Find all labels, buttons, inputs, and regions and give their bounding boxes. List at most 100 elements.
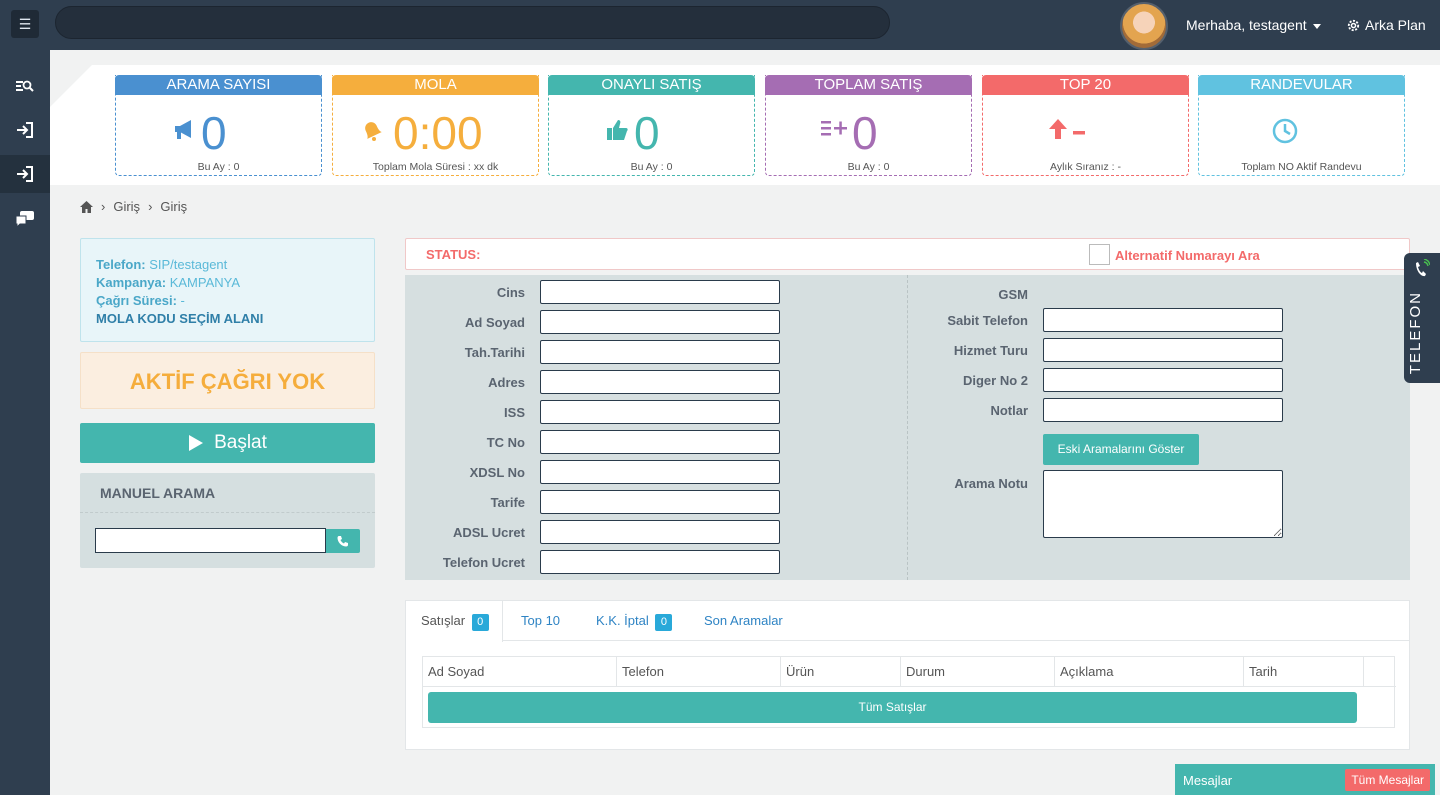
form-input[interactable] xyxy=(540,520,780,544)
column-header[interactable]: Açıklama xyxy=(1055,657,1244,686)
thumbs-up-icon xyxy=(607,120,628,140)
phone-value: SIP/testagent xyxy=(149,257,228,272)
field-label: XDSL No xyxy=(469,465,525,480)
sidebar-item-chat[interactable] xyxy=(0,199,50,237)
play-icon xyxy=(189,435,204,451)
form-input[interactable] xyxy=(540,400,780,424)
alt-number-checkbox[interactable] xyxy=(1089,244,1110,265)
search-bar[interactable] xyxy=(55,6,890,39)
call-duration-label: Çağrı Süresi: xyxy=(96,293,177,308)
show-old-calls-button[interactable]: Eski Aramalarını Göster xyxy=(1043,434,1199,465)
sidebar xyxy=(0,50,50,795)
form-row: Tah.Tarihi xyxy=(465,340,780,364)
break-code-selector[interactable]: MOLA KODU SEÇİM ALANI xyxy=(96,311,264,326)
stat-card-top20: TOP 20 Aylık Sıranız : - xyxy=(982,75,1189,176)
phone-signal-icon xyxy=(1416,259,1430,277)
form-input[interactable] xyxy=(540,280,780,304)
all-sales-button[interactable]: Tüm Satışlar xyxy=(428,692,1357,723)
messages-bar[interactable]: Mesajlar Tüm Mesajlar xyxy=(1175,764,1435,795)
form-input[interactable] xyxy=(540,430,780,454)
sign-in-icon xyxy=(17,166,33,182)
all-messages-button[interactable]: Tüm Mesajlar xyxy=(1345,769,1430,791)
column-header[interactable]: Ad Soyad xyxy=(423,657,617,686)
field-label: Tarife xyxy=(490,495,525,510)
form-row: Tarife xyxy=(491,490,780,514)
form-input[interactable] xyxy=(1043,338,1283,362)
corner-fold xyxy=(50,65,92,107)
form-input[interactable] xyxy=(1043,308,1283,332)
stat-value: 0 xyxy=(201,107,227,159)
top-bar: ☰ Merhaba, testagent Arka Plan xyxy=(0,0,1440,50)
field-label: ISS xyxy=(504,405,525,420)
field-label: Tah.Tarihi xyxy=(464,345,525,360)
column-header[interactable]: Tarih xyxy=(1244,657,1364,686)
sign-in-icon xyxy=(17,122,33,138)
manual-call-button[interactable] xyxy=(326,529,360,553)
sidebar-item-login[interactable] xyxy=(0,111,50,149)
stat-footer: Bu Ay : 0 xyxy=(847,161,890,173)
menu-toggle-button[interactable]: ☰ xyxy=(11,10,39,38)
background-button[interactable]: Arka Plan xyxy=(1346,17,1426,33)
breadcrumb-item[interactable]: Giriş xyxy=(113,199,141,214)
breadcrumb: › Giriş › Giriş xyxy=(80,199,187,214)
call-duration-value: - xyxy=(180,293,185,308)
tab-sales[interactable]: Satışlar 0 xyxy=(406,601,503,642)
stat-title: TOPLAM SATIŞ xyxy=(765,75,972,95)
field-label: Notlar xyxy=(990,403,1028,418)
start-button[interactable]: Başlat xyxy=(80,423,375,463)
form-row: Sabit Telefon xyxy=(947,308,1283,332)
home-icon[interactable] xyxy=(80,200,93,213)
tab-label: Satışlar xyxy=(421,613,466,628)
stat-value: 0 xyxy=(634,107,660,159)
field-label: Adres xyxy=(488,375,525,390)
form-row: Ad Soyad xyxy=(465,310,780,334)
form-divider xyxy=(907,275,908,580)
form-row: Cins xyxy=(497,280,780,304)
field-label: Sabit Telefon xyxy=(947,313,1028,328)
form-input[interactable] xyxy=(540,550,780,574)
tabs-panel: Satışlar 0 Top 10 K.K. İptal 0 Son Arama… xyxy=(405,600,1410,750)
form-input[interactable] xyxy=(540,310,780,334)
gsm-label: GSM xyxy=(998,287,1028,302)
form-input[interactable] xyxy=(540,370,780,394)
tab-top10[interactable]: Top 10 xyxy=(521,601,560,641)
user-menu[interactable]: Merhaba, testagent xyxy=(1186,17,1321,33)
campaign-label: Kampanya: xyxy=(96,275,167,290)
gear-icon xyxy=(1347,19,1360,32)
manual-call-panel: MANUEL ARAMA xyxy=(80,473,375,568)
arrow-up-icon xyxy=(1049,119,1085,139)
status-label: STATUS: xyxy=(426,247,481,262)
tab-label: K.K. İptal xyxy=(596,613,649,628)
form-input[interactable] xyxy=(1043,368,1283,392)
form-input[interactable] xyxy=(540,460,780,484)
stat-card-break: MOLA 0:00 Toplam Mola Süresi : xx dk xyxy=(332,75,539,176)
stat-footer: Toplam NO Aktif Randevu xyxy=(1241,161,1362,173)
stat-card-appointments: RANDEVULAR Toplam NO Aktif Randevu xyxy=(1198,75,1405,176)
form-input[interactable] xyxy=(540,340,780,364)
tab-cc-cancel[interactable]: K.K. İptal 0 xyxy=(596,601,673,641)
form-input[interactable] xyxy=(1043,398,1283,422)
tab-label: Son Aramalar xyxy=(704,613,783,628)
form-row: Adres xyxy=(488,370,780,394)
call-note-label: Arama Notu xyxy=(954,476,1028,491)
column-header[interactable]: Telefon xyxy=(617,657,781,686)
phone-tab-label: TELEFON xyxy=(1407,291,1424,375)
no-active-call-banner: AKTİF ÇAĞRI YOK xyxy=(80,352,375,409)
tab-recent-calls[interactable]: Son Aramalar xyxy=(704,601,783,641)
manual-call-input[interactable] xyxy=(95,528,326,553)
form-row: Diger No 2 xyxy=(963,368,1283,392)
form-input[interactable] xyxy=(540,490,780,514)
messages-label: Mesajlar xyxy=(1183,773,1233,788)
sidebar-item-login-2[interactable] xyxy=(0,155,50,193)
form-row: Notlar xyxy=(990,398,1283,422)
call-note-textarea[interactable] xyxy=(1043,470,1283,538)
phone-side-tab[interactable]: TELEFON xyxy=(1404,253,1440,383)
avatar[interactable] xyxy=(1120,2,1168,50)
stat-card-approved-sales: ONAYLI SATIŞ 0 Bu Ay : 0 xyxy=(548,75,755,176)
column-header[interactable]: Durum xyxy=(901,657,1055,686)
alt-number-label[interactable]: Alternatif Numarayı Ara xyxy=(1115,248,1260,263)
form-row: ISS xyxy=(504,400,780,424)
column-header[interactable]: Ürün xyxy=(781,657,901,686)
sidebar-item-search[interactable] xyxy=(0,67,50,105)
form-row: Hizmet Turu xyxy=(954,338,1283,362)
